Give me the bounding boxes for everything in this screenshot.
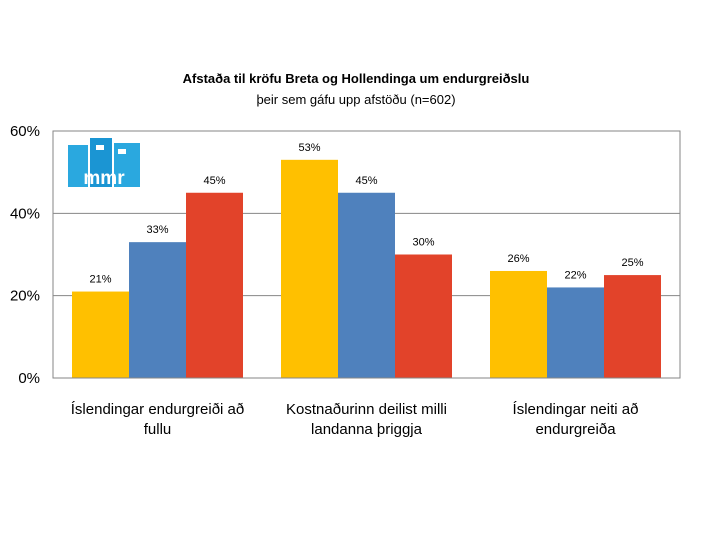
data-label: 45% [203,175,225,187]
chart-title: Afstaða til kröfu Breta og Hollendinga u… [183,71,530,86]
bar [395,254,452,378]
bar [281,159,338,378]
data-label: 53% [298,142,320,154]
y-tick-label: 0% [18,370,40,387]
mmr-logo: mmr [68,138,140,189]
bar [490,270,547,378]
bar [72,291,129,378]
y-tick-label: 20% [10,288,40,305]
chart-subtitle: þeir sem gáfu upp afstöðu (n=602) [256,92,455,107]
category-label: landanna þriggja [311,421,423,438]
category-label: Íslendingar neiti að [513,401,639,418]
bar [547,287,604,378]
data-label: 22% [564,269,586,281]
category-label: fullu [144,421,172,438]
bar [129,242,186,378]
data-label: 45% [355,175,377,187]
bar [338,192,395,378]
data-label: 21% [89,274,111,286]
y-tick-label: 60% [10,123,40,140]
logo-text: mmr [83,168,125,189]
bar [186,192,243,378]
y-tick-label: 40% [10,205,40,222]
data-label: 30% [412,237,434,249]
data-label: 33% [146,224,168,236]
bar [604,275,661,378]
category-label: Íslendingar endurgreiði að [71,401,244,418]
data-label: 26% [507,253,529,265]
bars [72,159,661,378]
plot-border [52,130,681,379]
category-label: endurgreiða [535,421,616,438]
data-labels: 21% 33% 45% 53% 45% 30% 26% 22% 25% [89,142,643,286]
y-axis-ticks: 0% 20% 40% 60% [10,123,40,387]
category-label: Kostnaðurinn deilist milli [286,401,447,418]
data-label: 25% [621,257,643,269]
category-labels: Íslendingar endurgreiði að fullu Kostnaður… [71,401,639,438]
